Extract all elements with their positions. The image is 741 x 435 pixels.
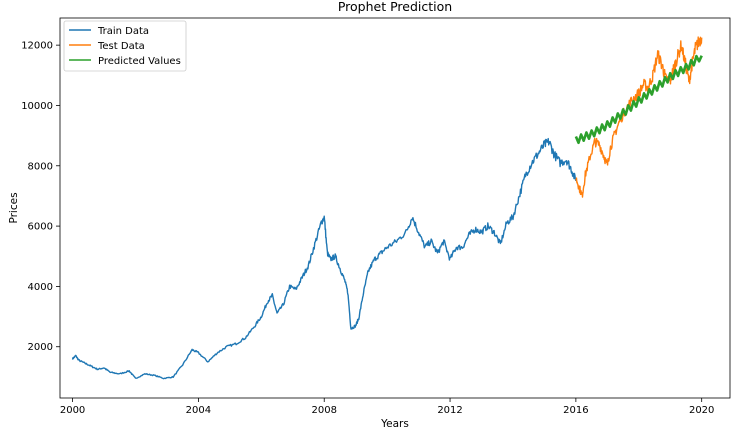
x-axis-label: Years	[380, 418, 409, 430]
series-layer	[71, 36, 703, 380]
x-tick-label: 2020	[689, 405, 714, 416]
axes-layer: 2000 2004 2008 2012 2016 2020 2000 4000 6000 8000…	[21, 41, 714, 416]
x-tick-label: 2016	[563, 405, 588, 416]
plot-area-frame	[59, 17, 731, 399]
y-tick-label: 12000	[21, 41, 53, 52]
legend-label-train: Train Data	[97, 26, 149, 37]
legend: Train Data Test Data Predicted Values	[63, 20, 187, 72]
y-tick-label: 2000	[28, 342, 53, 353]
y-axis-label: Prices	[8, 192, 20, 223]
test-data-line	[575, 36, 703, 198]
y-tick-label: 10000	[21, 101, 53, 112]
y-tick-label: 8000	[28, 161, 53, 172]
x-tick-label: 2008	[311, 405, 336, 416]
train-data-line	[71, 137, 577, 380]
x-tick-label: 2012	[437, 405, 462, 416]
x-tick-label: 2000	[60, 405, 85, 416]
legend-box	[63, 20, 187, 72]
x-tick-label: 2004	[186, 405, 211, 416]
y-tick-label: 4000	[28, 282, 53, 293]
legend-label-test: Test Data	[97, 41, 145, 52]
legend-label-predicted: Predicted Values	[98, 56, 181, 67]
predicted-values-line	[574, 54, 703, 145]
chart-title: Prophet Prediction	[338, 0, 452, 14]
y-tick-label: 6000	[28, 222, 53, 233]
